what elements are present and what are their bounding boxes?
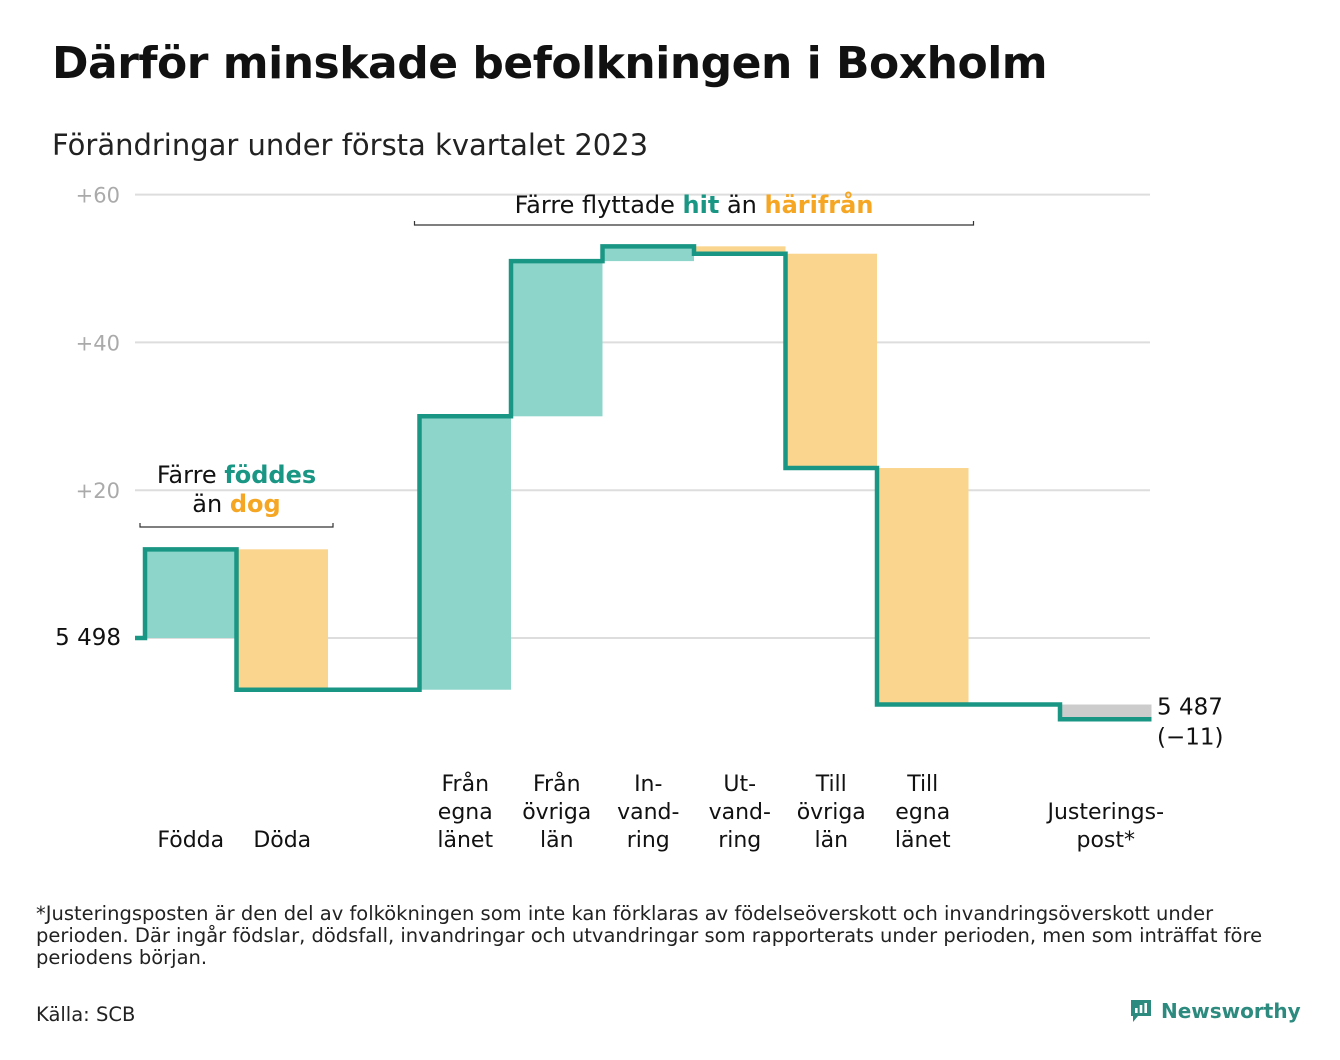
category-label-fran-ovriga-lan: Från xyxy=(533,771,581,797)
y-tick-label: +20 xyxy=(76,479,120,503)
bar-justeringspost xyxy=(1060,704,1152,720)
category-label-fran-ovriga-lan: län xyxy=(540,828,574,853)
category-label-till-egna-lanet: egna xyxy=(895,800,950,825)
category-label-till-ovriga-lan: Till xyxy=(815,772,847,797)
category-label-fran-egna-lanet: länet xyxy=(437,828,493,853)
annotation-migration-line1-part: Färre flyttade xyxy=(515,191,683,219)
source-note: Källa: SCB xyxy=(36,1003,136,1026)
annotation-births-line2: än dog xyxy=(192,490,280,518)
category-label-justeringspost: Justerings- xyxy=(1045,800,1164,825)
annotation-migration-line1: Färre flyttade hit än härifrån xyxy=(515,190,874,219)
category-label-justeringspost: post* xyxy=(1076,828,1135,853)
footnote: *Justeringsposten är den del av folkökni… xyxy=(36,902,1263,969)
y-tick-label: +40 xyxy=(76,331,120,355)
cumulative-step-line xyxy=(135,244,1152,722)
y-tick-label: +60 xyxy=(76,184,120,208)
end-change-label: (−11) xyxy=(1157,724,1223,750)
category-label-till-ovriga-lan: län xyxy=(814,828,848,853)
category-label-utvandring: Ut- xyxy=(723,772,756,797)
bar-utvandring xyxy=(694,246,786,254)
category-label-invandring: In- xyxy=(634,772,662,797)
category-label-fran-ovriga-lan: övriga xyxy=(522,800,591,825)
bar-till-ovriga-lan xyxy=(785,253,877,469)
bar-fran-egna-lanet xyxy=(419,416,511,690)
bars xyxy=(145,246,1152,720)
waterfall-chart: +60 +40 +20 5 498 5 487 (−11) Födda Döda Från egn… xyxy=(55,184,1223,853)
category-label-doda: Döda xyxy=(253,828,311,853)
bar-doda xyxy=(236,549,328,690)
annotation-migration-line1-part: än xyxy=(719,191,764,219)
bar-fran-ovriga-lan xyxy=(511,261,603,417)
category-label-utvandring: vand- xyxy=(709,800,771,825)
annotation-births-line2-part: än xyxy=(192,490,230,518)
start-value-label: 5 498 xyxy=(55,625,121,651)
category-label-till-egna-lanet: länet xyxy=(895,828,951,853)
category-label-invandring: ring xyxy=(627,828,670,853)
bar-fodda xyxy=(145,549,237,638)
category-labels: Födda Döda Från egna länet Från övriga län In-va… xyxy=(157,771,1164,853)
annotation-births-line2-part: dog xyxy=(230,490,281,518)
chart-subtitle: Förändringar under första kvartalet 2023 xyxy=(52,128,649,162)
category-label-fran-egna-lanet: Från xyxy=(441,771,489,797)
category-label-fran-egna-lanet: egna xyxy=(438,800,493,825)
bar-invandring xyxy=(602,246,694,262)
bar-till-egna-lanet xyxy=(877,468,969,705)
brand-name: Newsworthy xyxy=(1161,999,1301,1023)
annotation-migration-line1-part: hit xyxy=(683,191,720,219)
category-label-invandring: vand- xyxy=(617,800,679,825)
annotation-migration-line1-part: härifrån xyxy=(765,190,874,219)
annotation-births-line1-part: föddes xyxy=(224,461,316,489)
category-label-till-ovriga-lan: övriga xyxy=(797,800,866,825)
category-label-utvandring: ring xyxy=(718,828,761,853)
annotation-births-line1-part: Färre xyxy=(157,461,225,489)
annotation-migration-bracket xyxy=(413,221,975,226)
newsworthy-logo-icon xyxy=(1131,1000,1151,1022)
annotation-births-line1: Färre föddes xyxy=(157,461,316,489)
chart-title: Därför minskade befolkningen i Boxholm xyxy=(52,38,1048,89)
annotation-births-bracket xyxy=(139,523,334,528)
category-label-fodda: Födda xyxy=(157,828,224,853)
category-label-till-egna-lanet: Till xyxy=(906,772,938,797)
end-value-label: 5 487 xyxy=(1157,694,1223,720)
brand-logo: Newsworthy xyxy=(1129,998,1301,1024)
